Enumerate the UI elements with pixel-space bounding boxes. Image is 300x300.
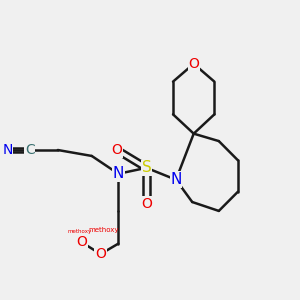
Text: N: N <box>170 172 182 187</box>
Text: N: N <box>113 166 124 181</box>
Text: N: N <box>2 143 13 157</box>
Text: C: C <box>25 143 34 157</box>
Text: S: S <box>142 160 151 175</box>
Text: O: O <box>76 235 87 249</box>
Text: O: O <box>95 247 106 261</box>
Text: methoxy: methoxy <box>68 229 92 234</box>
Text: O: O <box>111 143 122 157</box>
Text: O: O <box>141 196 152 211</box>
Text: O: O <box>95 247 106 261</box>
Text: methoxy: methoxy <box>88 227 119 233</box>
Text: O: O <box>188 57 199 71</box>
